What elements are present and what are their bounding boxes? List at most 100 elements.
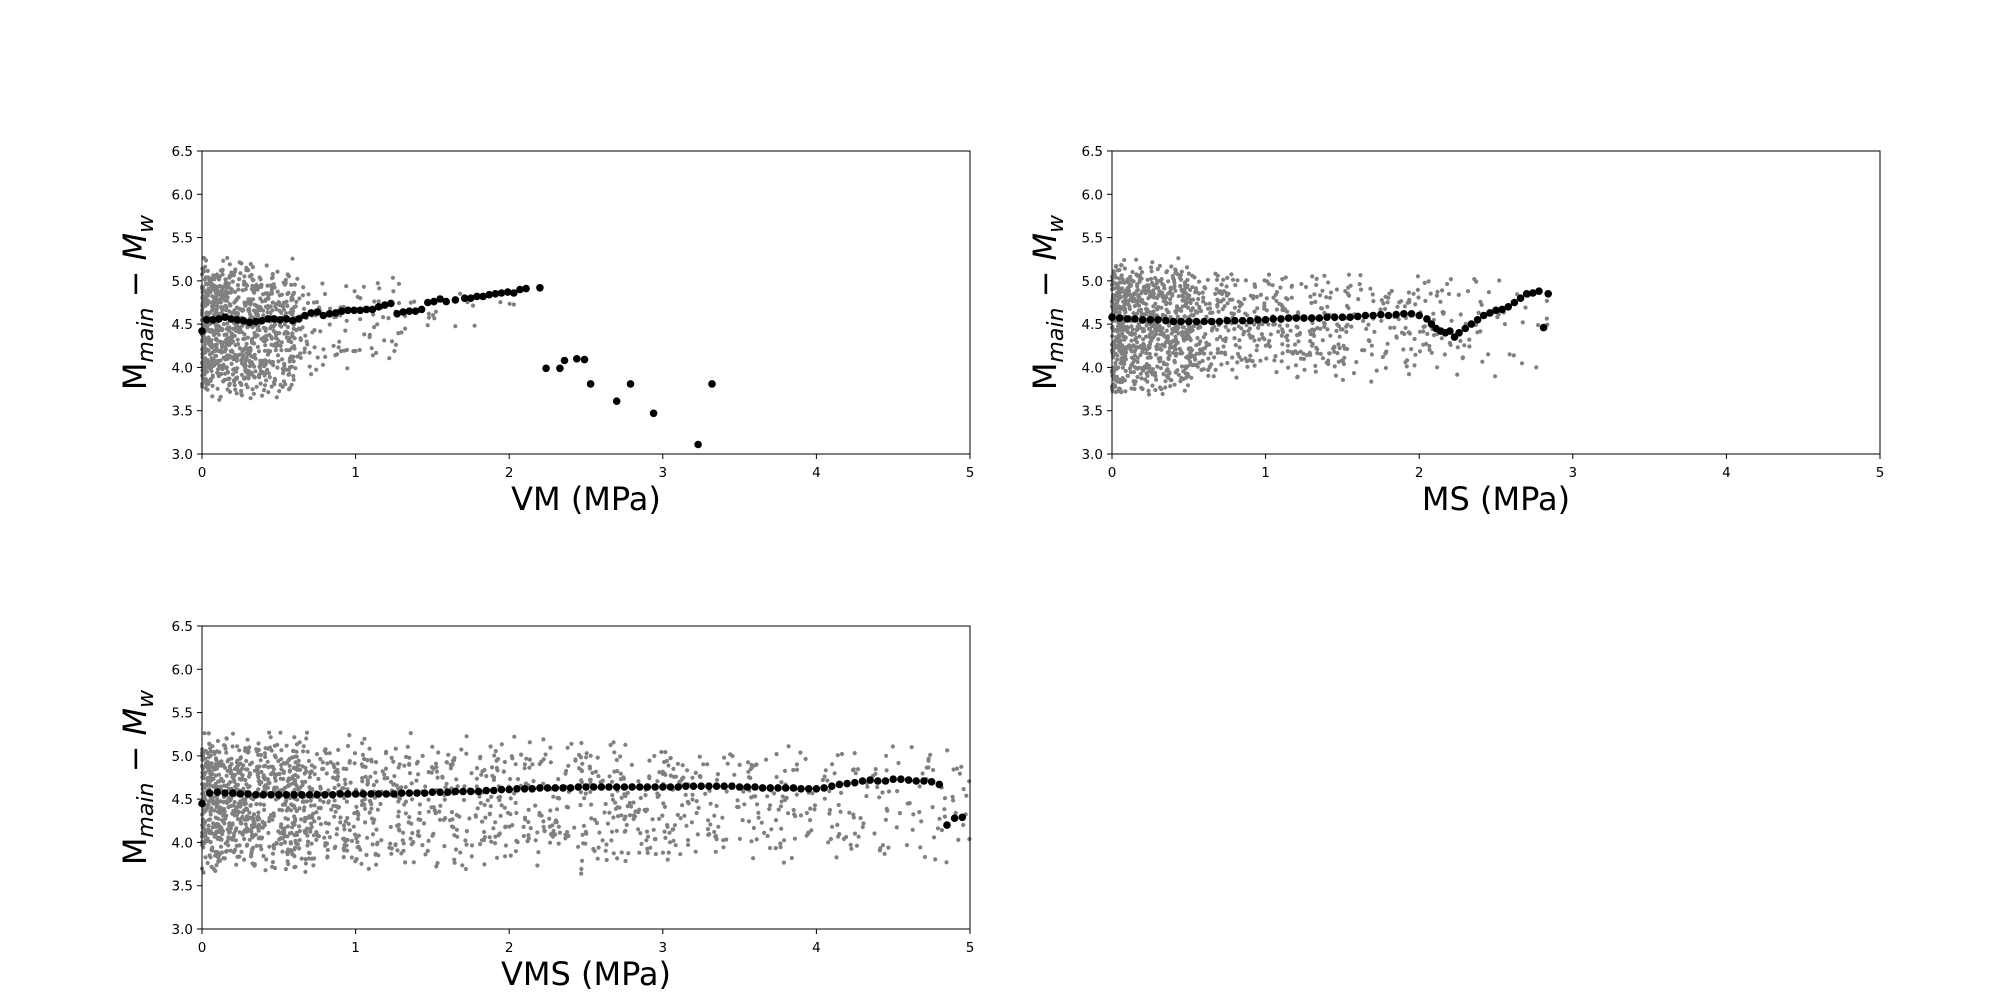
mean-point xyxy=(843,779,851,788)
event-point xyxy=(513,800,518,805)
event-point xyxy=(746,819,752,824)
event-point xyxy=(1124,345,1129,350)
event-point xyxy=(1263,343,1268,348)
event-point xyxy=(1153,374,1158,379)
event-point xyxy=(303,333,308,338)
event-point xyxy=(1455,345,1460,350)
mean-point xyxy=(1361,311,1370,320)
event-point xyxy=(526,807,531,812)
event-point xyxy=(312,803,317,808)
event-point xyxy=(1285,309,1290,314)
event-point xyxy=(774,774,779,780)
event-point xyxy=(1285,349,1290,354)
event-point xyxy=(603,848,608,853)
event-point xyxy=(1138,371,1143,376)
event-point xyxy=(259,282,264,287)
event-point xyxy=(492,753,497,758)
event-point xyxy=(1188,329,1194,334)
event-point xyxy=(285,325,290,330)
event-point xyxy=(210,394,215,399)
mean-point xyxy=(1185,317,1193,326)
event-point xyxy=(234,369,239,374)
event-point xyxy=(1176,331,1181,336)
event-point xyxy=(243,301,248,307)
event-point xyxy=(1129,278,1134,283)
event-point xyxy=(325,847,330,853)
event-point xyxy=(285,303,290,308)
event-point xyxy=(256,828,261,833)
event-point xyxy=(246,828,252,833)
event-point xyxy=(911,812,916,817)
mean-point xyxy=(520,785,529,793)
mean-point xyxy=(252,317,260,326)
event-point xyxy=(496,795,501,800)
event-point xyxy=(344,284,349,289)
event-point xyxy=(1165,367,1170,372)
event-point xyxy=(514,810,519,816)
mean-point xyxy=(436,295,444,303)
event-point xyxy=(695,832,700,837)
event-point xyxy=(304,799,309,804)
event-point xyxy=(280,384,285,389)
axes-frame xyxy=(201,625,971,930)
event-point xyxy=(437,809,442,814)
event-point xyxy=(273,755,278,760)
mean-point xyxy=(1154,316,1162,324)
event-point xyxy=(590,770,595,775)
event-point xyxy=(227,262,232,267)
event-point xyxy=(614,757,619,763)
event-point xyxy=(307,364,312,369)
event-point xyxy=(528,826,533,831)
event-point xyxy=(646,834,651,839)
event-point xyxy=(580,761,585,766)
event-point xyxy=(1423,298,1428,303)
event-point xyxy=(353,348,358,354)
y-tick-label: 6.5 xyxy=(1082,144,1103,160)
event-point xyxy=(301,808,307,813)
event-point xyxy=(1407,297,1412,302)
event-point xyxy=(247,300,252,305)
event-point xyxy=(767,845,773,851)
event-point xyxy=(205,347,210,352)
event-point xyxy=(1209,328,1215,333)
event-point xyxy=(1111,344,1117,349)
event-point xyxy=(401,841,406,846)
event-point xyxy=(1150,324,1155,329)
event-point xyxy=(292,805,297,811)
event-point xyxy=(410,831,415,836)
mean-point xyxy=(442,297,451,306)
mean-point xyxy=(1254,316,1262,324)
event-point xyxy=(1280,277,1285,282)
event-point xyxy=(249,287,255,292)
event-point xyxy=(596,774,601,779)
event-point xyxy=(624,822,629,828)
event-point xyxy=(1422,280,1427,285)
event-point xyxy=(282,300,287,305)
mean-point xyxy=(313,308,322,316)
event-point xyxy=(1181,294,1186,299)
event-point xyxy=(258,365,263,370)
event-point xyxy=(282,761,288,766)
event-point xyxy=(301,306,307,311)
event-point xyxy=(1237,354,1242,359)
mean-point xyxy=(574,783,583,791)
event-point xyxy=(1340,377,1345,382)
mean-point xyxy=(674,783,682,791)
event-point xyxy=(1110,389,1115,394)
event-point xyxy=(838,809,843,814)
event-point xyxy=(354,857,359,862)
event-point xyxy=(1309,300,1314,306)
event-point xyxy=(329,807,334,812)
event-point xyxy=(835,753,840,758)
event-point xyxy=(1310,274,1315,279)
event-point xyxy=(910,827,915,832)
event-point xyxy=(285,834,290,839)
event-point xyxy=(251,391,256,396)
event-point xyxy=(1280,351,1285,356)
mean-point xyxy=(522,284,530,293)
event-point xyxy=(204,803,209,808)
event-point xyxy=(605,821,611,826)
event-point xyxy=(1361,318,1366,323)
event-point xyxy=(228,303,233,308)
